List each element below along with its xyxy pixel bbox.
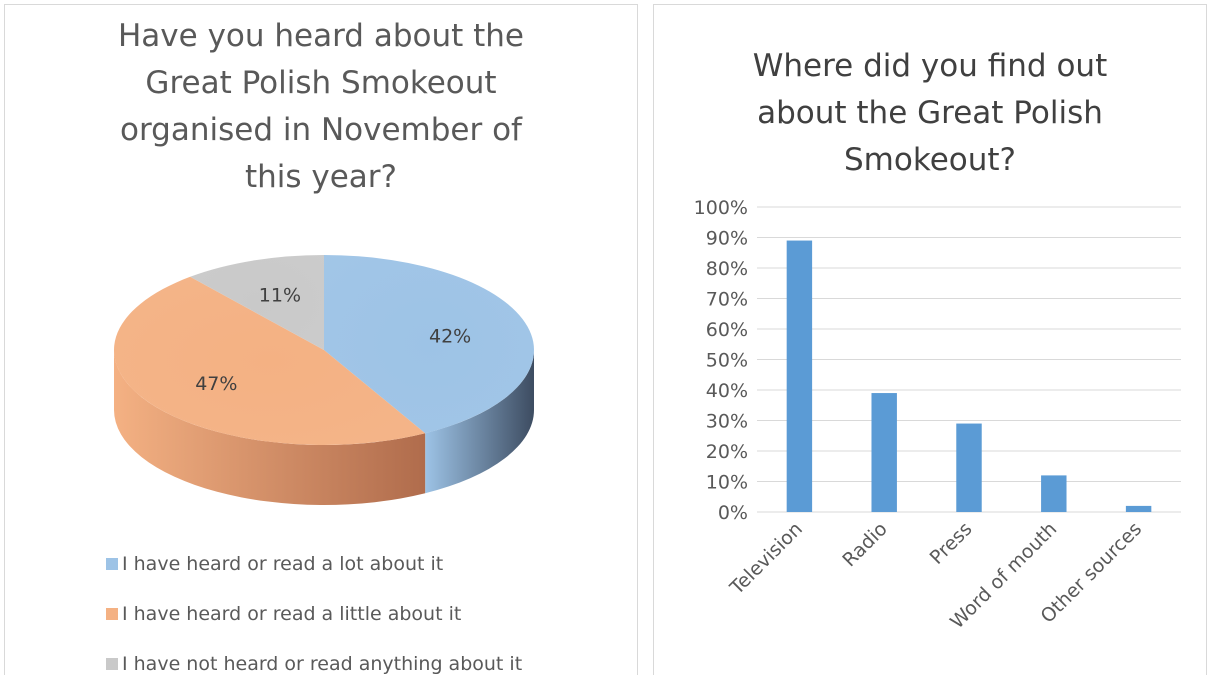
legend-swatch [106, 608, 118, 620]
legend-swatch [106, 558, 118, 570]
pie-data-label: 42% [429, 325, 471, 347]
legend-label: I have not heard or read anything about … [122, 653, 523, 675]
pie-data-label: 47% [195, 373, 237, 395]
pie-legend: I have heard or read a lot about it I ha… [106, 539, 522, 689]
y-tick-label: 90% [706, 228, 748, 250]
pie-slice [324, 255, 535, 434]
legend-swatch [106, 658, 118, 670]
legend-item: I have not heard or read anything about … [106, 639, 522, 689]
y-tick-label: 60% [706, 319, 748, 341]
bar [786, 240, 813, 513]
pie-title-line: organised in November of [120, 112, 522, 148]
y-tick-label: 50% [706, 350, 748, 372]
bar-chart-plot: 0% 10% 20% 30% 40% 50% 60% 70% 80% 90% 100% Televis… [694, 197, 1181, 633]
bar [1041, 475, 1067, 512]
bar-chart-title: Where did you find out about the Great P… [654, 43, 1206, 184]
y-tick-label: 30% [706, 411, 748, 433]
y-tick-label: 10% [706, 472, 748, 494]
pie-data-label: 11% [259, 285, 301, 307]
pie-title-line: Great Polish Smokeout [145, 65, 497, 101]
y-tick-label: 100% [694, 197, 748, 219]
legend-item: I have heard or read a little about it [106, 589, 522, 639]
pie-title-line: Have you heard about the [117, 18, 524, 54]
pie-chart-title: Have you heard about the Great Polish Sm… [5, 13, 637, 201]
bar-title-line: about the Great Polish [757, 95, 1103, 131]
pie-chart-panel: Have you heard about the Great Polish Sm… [4, 4, 638, 675]
pie-title-line: this year? [244, 159, 398, 195]
legend-label: I have heard or read a little about it [122, 603, 462, 625]
bar [956, 423, 982, 512]
pie-chart-plot: 42% 47% 11% [113, 255, 535, 506]
y-tick-label: 20% [706, 441, 748, 463]
y-tick-label: 40% [706, 380, 748, 402]
legend-item: I have heard or read a lot about it [106, 539, 522, 589]
bar-title-line: Where did you find out [752, 48, 1108, 84]
pie-slice [113, 276, 426, 446]
bar [1125, 505, 1152, 512]
bar-chart-panel: Where did you find out about the Great P… [653, 4, 1207, 675]
x-tick-label: Television [725, 518, 807, 600]
x-tick-label: Press [926, 518, 977, 569]
x-tick-label: Radio [838, 518, 891, 571]
y-tick-label: 80% [706, 258, 748, 280]
bar [871, 393, 897, 512]
y-tick-label: 70% [706, 289, 748, 311]
pie-slice-side [425, 350, 534, 494]
legend-label: I have heard or read a lot about it [122, 553, 444, 575]
pie-slice-side [113, 350, 426, 506]
pie-slice [190, 255, 324, 350]
y-tick-label: 0% [718, 502, 748, 524]
bar-title-line: Smokeout? [844, 142, 1016, 178]
